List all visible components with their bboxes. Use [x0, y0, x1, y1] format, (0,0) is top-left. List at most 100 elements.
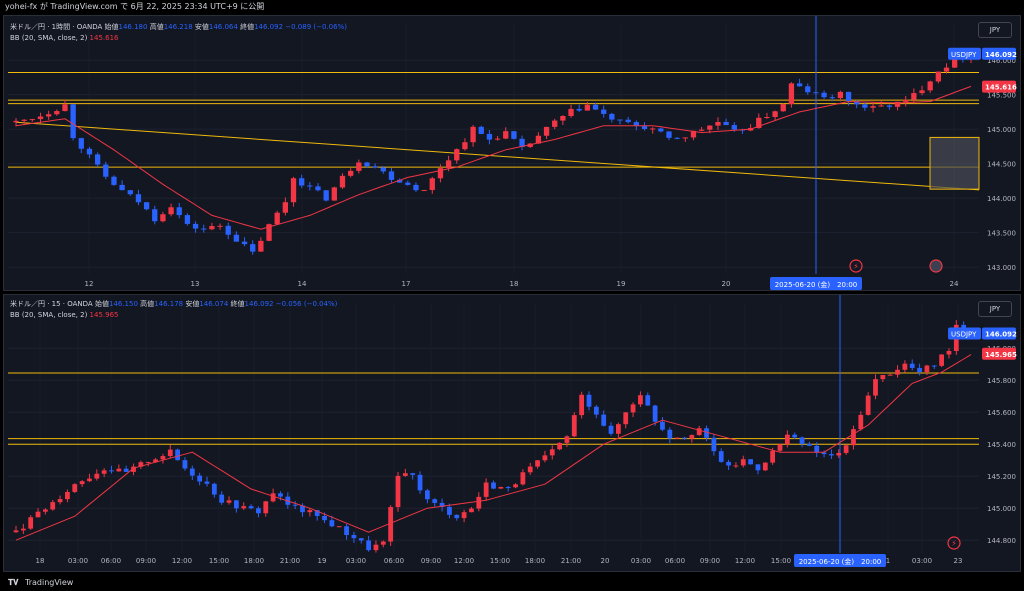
candle — [748, 458, 754, 465]
x-tick-label: 24 — [950, 280, 959, 288]
candle-body — [630, 404, 636, 413]
candle — [718, 448, 724, 463]
x-tick-label: 12:00 — [454, 557, 474, 565]
candle — [250, 240, 256, 255]
candle — [503, 127, 509, 140]
candle — [226, 496, 232, 505]
candle — [478, 125, 484, 135]
candle-body — [351, 535, 357, 539]
candle-body — [79, 481, 85, 485]
candle-body — [880, 374, 886, 380]
legend-indicator: BB (20, SMA, close, 2) — [10, 34, 88, 42]
candle — [584, 101, 591, 111]
candle — [674, 137, 680, 140]
legend-change: −0.089 (−0.06%) — [285, 23, 347, 31]
candle-body — [527, 143, 533, 147]
candle — [486, 130, 493, 145]
candle — [870, 102, 876, 113]
candle-body — [278, 493, 283, 497]
candle — [256, 506, 261, 518]
bollinger-basis-line — [15, 85, 972, 230]
candle — [726, 459, 731, 470]
candle-body — [592, 104, 599, 110]
candle — [470, 124, 476, 147]
y-tick-label: 145.400 — [987, 441, 1016, 449]
candle-body — [72, 484, 78, 492]
candle — [103, 161, 109, 180]
candle — [469, 507, 474, 513]
candle-body — [395, 475, 401, 508]
candle — [873, 374, 878, 400]
candle-body — [542, 455, 548, 461]
last-price-tag: 146.092 — [982, 327, 1017, 340]
candle-body — [152, 209, 158, 222]
candle-body — [175, 449, 181, 461]
candle-body — [633, 122, 639, 127]
candle-body — [429, 178, 435, 191]
candle — [660, 417, 665, 432]
candle-body — [483, 482, 489, 497]
candle-body — [946, 351, 952, 355]
candle-body — [498, 487, 504, 489]
candle — [689, 434, 695, 443]
legend-open-label: 始値 — [94, 300, 109, 308]
candle-body — [266, 224, 272, 241]
legend-open: 146.180 — [118, 23, 148, 31]
candle-body — [601, 109, 607, 114]
candle — [461, 509, 467, 523]
candle — [331, 186, 337, 201]
candle-body — [388, 171, 395, 180]
candle — [35, 508, 41, 518]
candle — [160, 453, 166, 464]
candle-body — [777, 444, 783, 451]
candle-body — [704, 428, 709, 438]
candle — [806, 441, 812, 447]
candle — [429, 176, 435, 194]
candle-body — [413, 184, 419, 191]
legend-close: 146.092 — [244, 300, 274, 308]
candle — [630, 402, 636, 418]
y-tick-label: 146.000 — [987, 57, 1016, 65]
hourly-chart-pane[interactable]: 146.000 145.500 145.000 144.500 144.000 143.5… — [3, 15, 1021, 291]
candle-body — [62, 104, 68, 112]
legend-high-label: 高値 — [149, 23, 164, 31]
candle-body — [209, 226, 215, 230]
candle — [854, 99, 860, 109]
chart-svg: 146.000 145.500 145.000 144.500 144.000 143.5… — [8, 16, 1017, 290]
candle-body — [42, 509, 48, 512]
candle-body — [505, 487, 511, 489]
candle — [919, 85, 925, 96]
candle — [20, 523, 26, 535]
candle — [135, 189, 142, 206]
candle — [747, 124, 754, 132]
candle-body — [917, 367, 922, 373]
candle — [348, 168, 354, 178]
candle-body — [153, 459, 158, 463]
x-tick-label: 15:00 — [209, 557, 229, 565]
candle — [248, 504, 254, 510]
candle — [715, 117, 721, 130]
candle-body — [748, 459, 754, 465]
candle-body — [503, 131, 509, 139]
candle-body — [903, 99, 909, 102]
candle — [799, 436, 805, 448]
candle-body — [176, 207, 182, 216]
candle — [829, 94, 835, 102]
candle — [601, 105, 607, 118]
candle — [777, 443, 783, 452]
candle — [931, 365, 937, 370]
currency-button[interactable]: JPY — [978, 301, 1012, 317]
candle — [42, 508, 48, 515]
candle — [652, 404, 658, 426]
candle-body — [674, 437, 680, 439]
candle — [372, 163, 378, 169]
candle — [79, 480, 85, 487]
candle-body — [469, 508, 474, 513]
legend-low-label: 安値 — [194, 23, 209, 31]
x-tick-label: 18 — [36, 557, 45, 565]
15min-chart-pane[interactable]: 146.000145.800145.600145.400145.200145.0… — [3, 294, 1021, 572]
currency-button[interactable]: JPY — [978, 22, 1012, 38]
candle — [880, 374, 886, 383]
candle — [388, 505, 394, 546]
candle — [201, 224, 207, 233]
